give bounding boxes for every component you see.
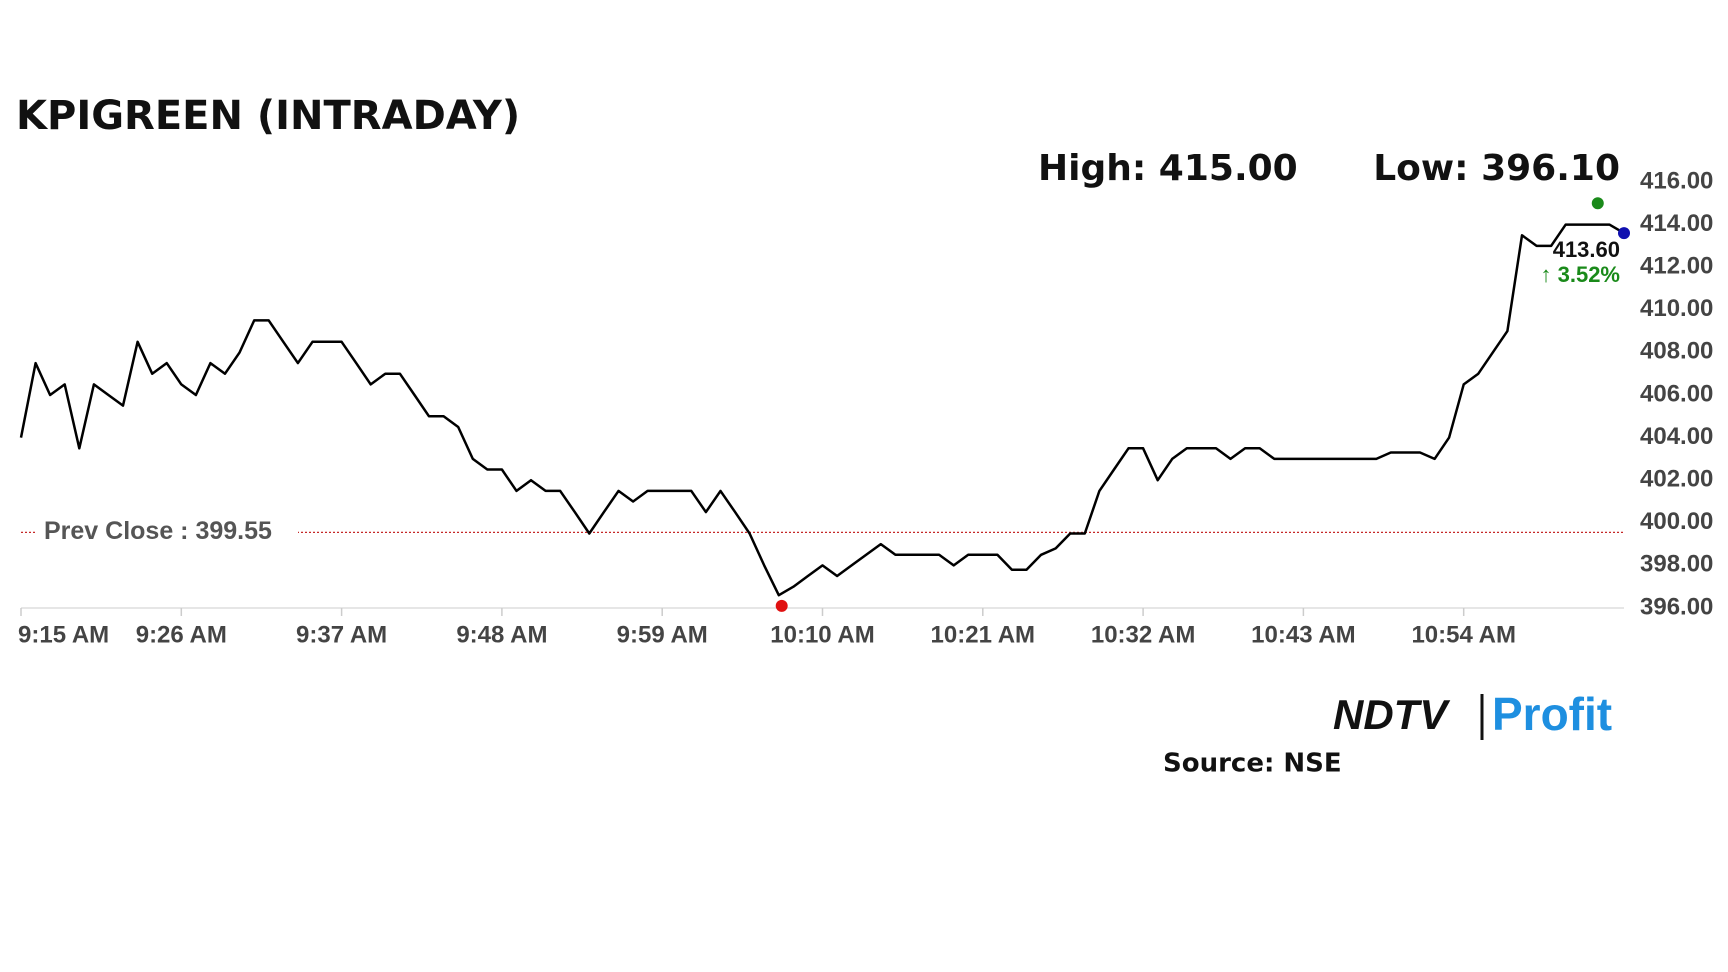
y-tick-label: 404.00	[1640, 423, 1713, 450]
x-tick-label: 10:21 AM	[931, 621, 1035, 648]
x-tick-label: 9:59 AM	[617, 621, 708, 648]
x-tick-label: 10:32 AM	[1091, 621, 1195, 648]
y-tick-label: 408.00	[1640, 338, 1713, 365]
x-tick-label: 10:54 AM	[1411, 621, 1515, 648]
y-tick-label: 402.00	[1640, 466, 1713, 493]
x-tick-label: 9:37 AM	[296, 621, 387, 648]
y-tick-label: 396.00	[1640, 593, 1713, 620]
y-tick-label: 410.00	[1640, 295, 1713, 322]
high-point	[1591, 197, 1604, 210]
x-tick-label: 9:26 AM	[136, 621, 227, 648]
last-label: 413.60	[1553, 237, 1620, 262]
y-tick-label: 414.00	[1640, 210, 1713, 237]
change-label: ↑ 3.52%	[1541, 262, 1621, 287]
x-tick-label: 10:43 AM	[1251, 621, 1355, 648]
high-label: High: 415.00	[1038, 148, 1298, 189]
chart-title: KPIGREEN (INTRADAY)	[16, 93, 520, 139]
y-tick-label: 412.00	[1640, 253, 1713, 280]
x-tick-label: 9:48 AM	[456, 621, 547, 648]
low-label: Low: 396.10	[1373, 148, 1620, 189]
y-tick-label: 416.00	[1640, 167, 1713, 194]
x-tick-label: 9:15 AM	[18, 621, 109, 648]
prev-close-bg	[36, 514, 298, 551]
prev-close-label: Prev Close : 399.55	[44, 517, 272, 545]
low-point	[775, 599, 788, 612]
y-tick-label: 400.00	[1640, 508, 1713, 535]
last-point	[1618, 227, 1630, 240]
logo-ndtv: NDTV	[1333, 691, 1450, 738]
source: Source: NSE	[1163, 749, 1342, 779]
x-tick-label: 10:10 AM	[770, 621, 874, 648]
logo-profit: Profit	[1492, 688, 1612, 740]
y-tick-label: 398.00	[1640, 551, 1713, 578]
price-line	[19, 223, 1625, 597]
y-tick-label: 406.00	[1640, 380, 1713, 407]
